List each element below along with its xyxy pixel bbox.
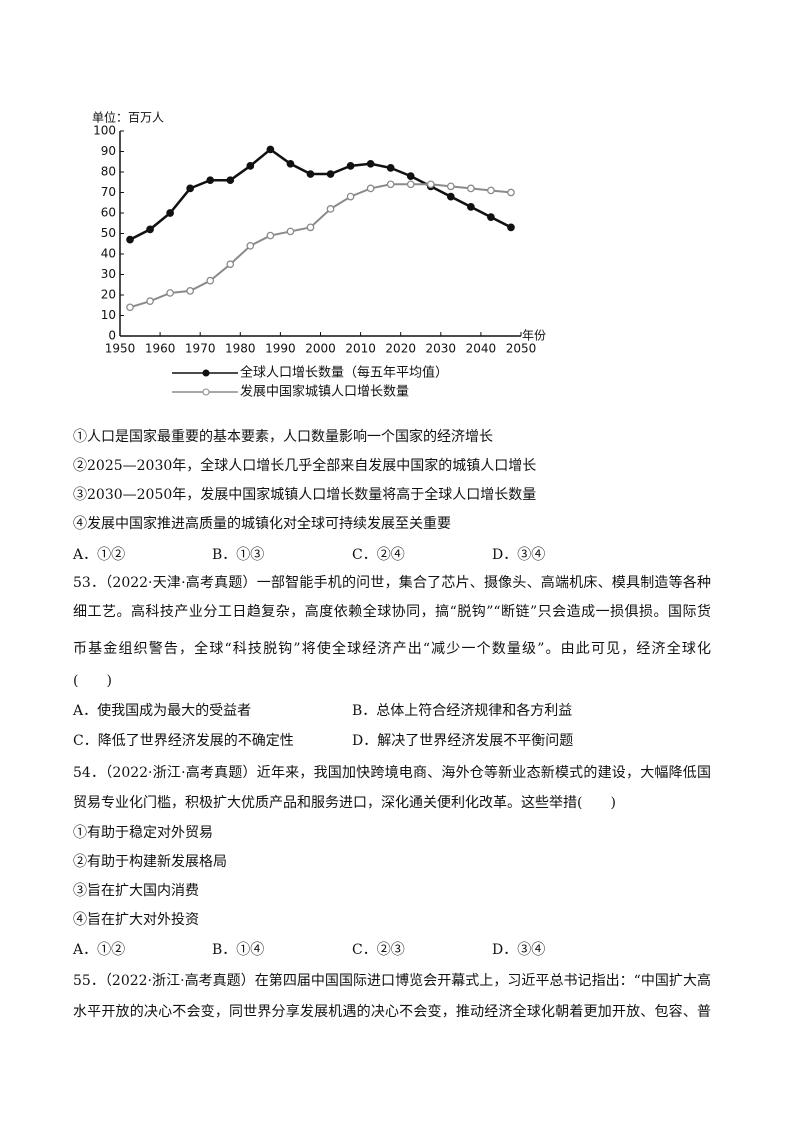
option: B．①④ (212, 942, 265, 958)
question-text: 53．（2022·天津·高考真题）一部智能手机的问世，集合了芯片、摄像头、高端机… (73, 575, 711, 591)
x-tick-label: 2040 (466, 342, 497, 356)
x-tick-label: 1990 (265, 342, 296, 356)
data-point (386, 164, 395, 172)
data-point (507, 188, 515, 197)
data-point (326, 205, 335, 213)
data-point (246, 162, 255, 170)
data-point (286, 159, 295, 168)
option: C．②④ (352, 547, 405, 563)
data-point (346, 162, 355, 170)
legend-label: 全球人口增长数量（每五年平均值） (240, 365, 448, 381)
x-axis-label: 年份 (522, 329, 546, 343)
question-text: 细工艺。高科技产业分工日趋复杂，高度依赖全球协同，搞“脱钩”“断链”只会造成一损… (73, 604, 711, 620)
legend-marker (202, 369, 210, 377)
y-tick-label: 70 (101, 185, 116, 199)
option: D．③④ (492, 547, 546, 563)
question-text: 54．（2022·浙江·高考真题）近年来，我国加快跨境电商、海外仓等新业态新模式… (73, 765, 711, 781)
data-point (166, 209, 174, 217)
data-point (266, 231, 275, 240)
y-tick-label: 0 (108, 329, 116, 343)
y-tick-label: 50 (101, 226, 116, 240)
data-point (467, 184, 475, 193)
data-point (186, 287, 195, 295)
option: D．解决了世界经济发展不平衡问题 (352, 733, 574, 749)
data-point (487, 213, 495, 221)
x-tick-label: 1980 (225, 342, 256, 356)
data-point (366, 184, 375, 193)
y-tick-label: 10 (101, 308, 116, 322)
data-point (186, 184, 195, 193)
x-tick-label: 1950 (105, 342, 136, 356)
option: A．①② (73, 547, 126, 563)
option: B．①③ (212, 547, 265, 563)
y-tick-label: 80 (101, 165, 116, 179)
data-point (487, 186, 495, 195)
data-point (226, 260, 235, 269)
statement: ①有助于稳定对外贸易 (73, 825, 213, 841)
y-tick-label: 30 (101, 267, 116, 281)
data-point (326, 170, 335, 178)
statement: ②有助于构建新发展格局 (73, 854, 227, 870)
data-point (446, 192, 455, 201)
x-tick-label: 2010 (345, 342, 376, 356)
data-point (266, 145, 275, 154)
question-text: 币基金组织警告，全球“科技脱钩”将使全球经济产出“减少一个数量级”。由此可见，经… (73, 641, 711, 657)
y-tick-label: 40 (101, 247, 116, 261)
data-point (126, 303, 134, 312)
x-tick-label: 1970 (185, 342, 216, 356)
data-point (406, 180, 415, 189)
data-point (226, 176, 235, 185)
data-point (446, 182, 455, 191)
data-point (206, 176, 215, 185)
question-text: 水平开放的决心不会变，同世界分享发展机遇的决心不会变，推动经济全球化朝着更加开放… (73, 1004, 711, 1020)
data-point (366, 159, 375, 168)
legend-marker (202, 388, 210, 396)
data-point (386, 180, 395, 189)
data-point (166, 289, 174, 297)
statement: ④发展中国家推进高质量的城镇化对全球可持续发展至关重要 (73, 516, 451, 532)
question-text: 55．（2022·浙江·高考真题）在第四届中国国际进口博览会开幕式上，习近平总书… (73, 973, 711, 989)
data-point (507, 223, 515, 232)
option: D．③④ (492, 942, 546, 958)
question-text: ( ) (73, 673, 112, 689)
legend-label: 发展中国家城镇人口增长数量 (240, 384, 409, 400)
data-point (286, 227, 295, 236)
x-tick-label: 2020 (385, 342, 416, 356)
y-tick-label: 90 (101, 144, 116, 158)
option: A．使我国成为最大的受益者 (73, 703, 252, 719)
data-point (246, 241, 255, 250)
x-tick-label: 2050 (506, 342, 537, 356)
x-tick-label: 2000 (305, 342, 336, 356)
y-tick-label: 20 (101, 288, 116, 302)
y-tick-label: 60 (101, 206, 116, 220)
y-tick-label: 100 (93, 124, 116, 138)
data-point (426, 180, 435, 189)
x-tick-label: 2030 (426, 342, 457, 356)
data-point (346, 192, 355, 201)
data-point (206, 276, 215, 285)
data-point (406, 172, 415, 180)
data-point (306, 170, 315, 178)
question-text: 贸易专业化门槛，积极扩大优质产品和服务进口，深化通关便利化改革。这些举措( ) (73, 795, 616, 811)
data-point (146, 225, 154, 234)
x-tick-label: 1960 (145, 342, 176, 356)
data-point (467, 203, 475, 211)
y-axis-label: 单位：百万人 (92, 110, 164, 125)
option: C．②③ (352, 942, 405, 958)
statement: ③2030—2050年，发展中国家城镇人口增长数量将高于全球人口增长数量 (73, 487, 537, 503)
statement: ③旨在扩大国内消费 (73, 883, 199, 899)
statement: ②2025—2030年，全球人口增长几乎全部来自发展中国家的城镇人口增长 (73, 458, 537, 474)
data-point (146, 297, 154, 305)
option: A．①② (73, 942, 126, 958)
option: C．降低了世界经济发展的不确定性 (73, 733, 294, 749)
option: B．总体上符合经济规律和各方利益 (352, 703, 573, 719)
statement: ①人口是国家最重要的基本要素，人口数量影响一个国家的经济增长 (73, 429, 493, 445)
statement: ④旨在扩大对外投资 (73, 912, 199, 928)
data-point (126, 235, 134, 244)
data-point (306, 223, 315, 232)
